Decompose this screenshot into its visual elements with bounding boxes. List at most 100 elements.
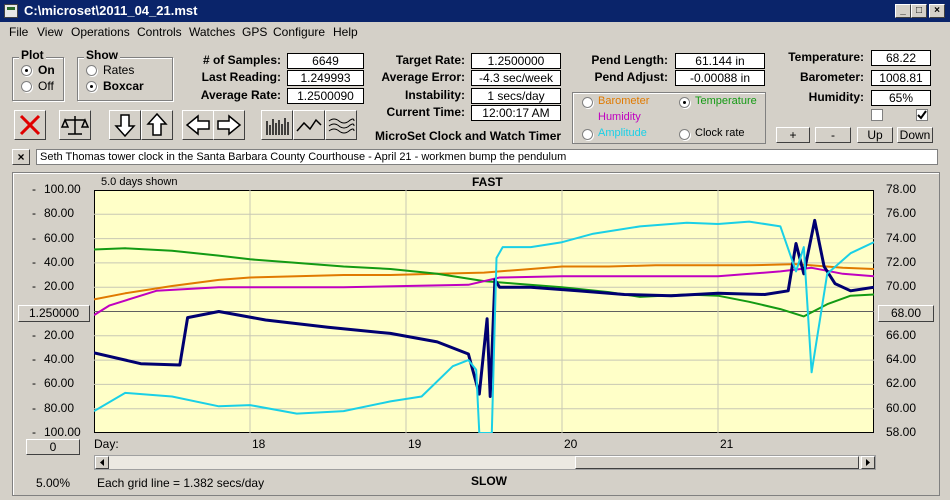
plot-on-radio[interactable] xyxy=(21,65,32,76)
barometer-label: Barometer: xyxy=(799,70,864,84)
annotation-input[interactable]: Seth Thomas tower clock in the Santa Bar… xyxy=(36,149,938,165)
right-tick-label: 64.00 xyxy=(886,352,917,367)
show-boxcar-label: Boxcar xyxy=(103,79,144,93)
zero-button[interactable]: 0 xyxy=(26,439,80,455)
line-view-button[interactable] xyxy=(293,110,325,140)
current-time-value: 12:00:17 AM xyxy=(471,105,561,121)
left-tick-dash: - xyxy=(32,182,36,196)
day-tick-label: 21 xyxy=(720,437,734,451)
pend-adjust-value: -0.00088 in xyxy=(675,70,765,86)
show-boxcar-radio[interactable] xyxy=(86,81,97,92)
barometer-value: 1008.81 xyxy=(871,70,931,86)
option-checkbox-2[interactable] xyxy=(916,109,928,121)
menu-help[interactable]: Help xyxy=(333,25,358,39)
day-axis-label: Day: xyxy=(94,437,119,451)
current-time-label: Current Time: xyxy=(386,105,465,119)
red-x-icon xyxy=(19,114,41,136)
humidity-option-label: Humidity xyxy=(598,111,641,123)
menu-operations[interactable]: Operations xyxy=(71,25,130,39)
right-tick-label: 66.00 xyxy=(886,327,917,342)
left-tick-dash: - xyxy=(32,254,36,269)
plot-off-radio[interactable] xyxy=(21,81,32,92)
balance-button[interactable] xyxy=(59,110,91,140)
left-arrow-button[interactable] xyxy=(182,110,214,140)
show-group xyxy=(77,57,173,101)
left-tick-dash: - xyxy=(32,425,36,439)
menu-file[interactable]: File xyxy=(9,25,29,39)
menu-gps[interactable]: GPS xyxy=(242,25,268,39)
down-button[interactable]: Down xyxy=(897,127,933,143)
temperature-radio[interactable] xyxy=(679,97,690,108)
left-tick-label: 60.00 xyxy=(44,376,75,391)
wave-view-button[interactable] xyxy=(325,110,357,140)
left-tick-label: 40.00 xyxy=(44,352,75,367)
samples-label: # of Samples: xyxy=(202,53,281,67)
plus-button[interactable]: + xyxy=(776,127,810,143)
center-temperature-button[interactable]: 68.00 xyxy=(878,305,934,322)
app-icon[interactable] xyxy=(4,4,18,18)
show-rates-radio[interactable] xyxy=(86,65,97,76)
last-reading-value: 1.249993 xyxy=(287,70,364,86)
show-rates-label: Rates xyxy=(103,63,135,77)
samples-value: 6649 xyxy=(287,53,364,69)
menu-view[interactable]: View xyxy=(37,25,63,39)
option-checkbox-1[interactable] xyxy=(871,109,883,121)
instability-label: Instability: xyxy=(404,88,465,102)
left-tick-label: 100.00 xyxy=(44,425,81,439)
humidity-label: Humidity: xyxy=(808,90,864,104)
right-arrow-button[interactable] xyxy=(213,110,245,140)
arrow-down-icon xyxy=(114,114,136,138)
day-tick-label: 20 xyxy=(564,437,578,451)
maximize-button[interactable]: □ xyxy=(911,4,927,18)
menu-controls[interactable]: Controls xyxy=(137,25,182,39)
amplitude-option-label: Amplitude xyxy=(598,127,647,139)
grid-line-note: Each grid line = 1.382 secs/day xyxy=(97,476,265,490)
clear-button[interactable] xyxy=(14,110,46,140)
menu-configure[interactable]: Configure xyxy=(273,25,326,39)
menu-watches[interactable]: Watches xyxy=(189,25,236,39)
days-shown-label: 5.0 days shown xyxy=(101,176,178,188)
zoom-percent: 5.00% xyxy=(36,476,71,490)
balance-scale-icon xyxy=(60,116,90,135)
day-tick-label: 19 xyxy=(408,437,422,451)
close-window-button[interactable]: × xyxy=(929,4,945,18)
bars-view-button[interactable] xyxy=(261,110,293,140)
right-tick-label: 62.00 xyxy=(886,376,917,391)
slow-label: SLOW xyxy=(471,474,507,488)
barometer-radio[interactable] xyxy=(582,97,593,108)
last-reading-label: Last Reading: xyxy=(201,70,281,84)
left-tick-label: 20.00 xyxy=(44,279,75,294)
wave-icon xyxy=(328,118,355,134)
up-arrow-button[interactable] xyxy=(141,110,173,140)
series-temperature xyxy=(94,247,874,318)
scroll-left-button[interactable] xyxy=(95,456,109,469)
plot-off-label: Off xyxy=(38,79,54,93)
scroll-thumb[interactable] xyxy=(575,456,859,469)
center-rate-button[interactable]: 1.250000 xyxy=(18,305,90,322)
amplitude-radio[interactable] xyxy=(582,129,593,140)
series-barometer xyxy=(94,263,874,301)
sensor-select-box xyxy=(572,92,766,144)
left-tick-dash: - xyxy=(32,327,36,342)
horizontal-scrollbar[interactable] xyxy=(94,455,876,470)
average-error-value: -4.3 sec/week xyxy=(471,70,561,86)
arrow-left-icon xyxy=(185,114,210,136)
left-tick-dash: - xyxy=(32,400,36,415)
minimize-button[interactable]: _ xyxy=(895,4,911,18)
chart-plot[interactable] xyxy=(94,190,874,433)
average-error-label: Average Error: xyxy=(381,70,465,84)
right-tick-label: 72.00 xyxy=(886,254,917,269)
plot-on-label: On xyxy=(38,63,55,77)
minus-button[interactable]: - xyxy=(815,127,851,143)
up-button[interactable]: Up xyxy=(857,127,893,143)
pend-length-label: Pend Length: xyxy=(591,53,668,67)
clock-rate-radio[interactable] xyxy=(679,129,690,140)
scroll-right-button[interactable] xyxy=(861,456,875,469)
scroll-left-icon xyxy=(100,459,104,466)
right-tick-label: 58.00 xyxy=(886,425,917,439)
average-rate-value: 1.2500090 xyxy=(287,88,364,104)
left-tick-dash: - xyxy=(32,230,36,245)
right-tick-label: 70.00 xyxy=(886,279,917,294)
down-arrow-button[interactable] xyxy=(109,110,141,140)
clear-annotation-button[interactable]: × xyxy=(12,149,30,165)
